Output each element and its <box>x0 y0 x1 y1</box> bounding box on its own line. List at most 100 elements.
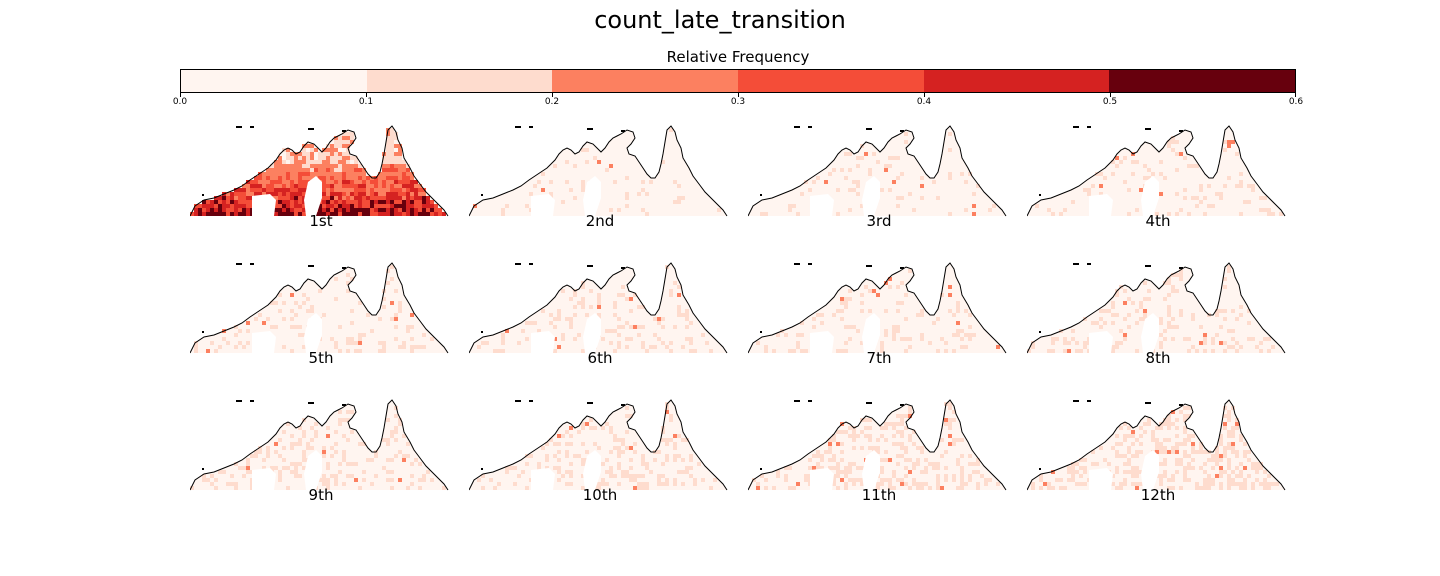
heatmap-cell <box>565 454 569 458</box>
heatmap-cell <box>430 337 434 341</box>
heatmap-cell <box>657 482 661 486</box>
heatmap-cell <box>282 345 286 349</box>
heatmap-cell <box>1051 470 1055 474</box>
heatmap-cell <box>342 188 346 192</box>
heatmap-cell <box>601 462 605 466</box>
heatmap-cell <box>1175 450 1179 454</box>
heatmap-cell <box>581 486 585 490</box>
heatmap-cell <box>334 204 338 208</box>
heatmap-cell <box>242 200 246 204</box>
heatmap-cell <box>1127 297 1131 301</box>
heatmap-cell <box>900 446 904 450</box>
heatmap-cell <box>1259 341 1263 345</box>
heatmap-cell <box>1211 454 1215 458</box>
heatmap-cell <box>1187 454 1191 458</box>
heatmap-cell <box>1259 196 1263 200</box>
heatmap-cell <box>828 172 832 176</box>
heatmap-cell <box>948 132 952 136</box>
heatmap-cell <box>1159 482 1163 486</box>
heatmap-cell <box>888 422 892 426</box>
heatmap-cell <box>597 446 601 450</box>
heatmap-cell <box>394 156 398 160</box>
heatmap-cell <box>1243 482 1247 486</box>
heatmap-cell <box>294 442 298 446</box>
heatmap-cell <box>581 184 585 188</box>
heatmap-cell <box>410 474 414 478</box>
heatmap-cell <box>278 293 282 297</box>
heatmap-cell <box>346 172 350 176</box>
heatmap-cell <box>581 474 585 478</box>
panel-label: 6th <box>587 349 613 367</box>
island <box>1087 263 1091 265</box>
heatmap-cell <box>394 317 398 321</box>
heatmap-cell <box>278 438 282 442</box>
heatmap-cell <box>1163 337 1167 341</box>
heatmap-cell <box>374 192 378 196</box>
heatmap-cell <box>398 152 402 156</box>
heatmap-cell <box>577 301 581 305</box>
heatmap-cell <box>250 192 254 196</box>
heatmap-cell <box>354 188 358 192</box>
heatmap-cell <box>438 208 442 212</box>
heatmap-cell <box>358 200 362 204</box>
heatmap-cell <box>613 180 617 184</box>
heatmap-cell <box>752 478 756 482</box>
heatmap-cell <box>836 212 840 216</box>
heatmap-cell <box>218 208 222 212</box>
heatmap-cell <box>242 204 246 208</box>
heatmap-cell <box>641 486 645 490</box>
heatmap-cell <box>920 450 924 454</box>
heatmap-cell <box>314 156 318 160</box>
heatmap-cell <box>1231 309 1235 313</box>
coastline <box>748 399 1007 491</box>
heatmap-cell <box>661 474 665 478</box>
heatmap-cell <box>238 329 242 333</box>
heatmap-cell <box>414 212 418 216</box>
heatmap-cell <box>792 349 796 353</box>
heatmap-cell <box>330 196 334 200</box>
heatmap-cell <box>1235 426 1239 430</box>
heatmap-cell <box>601 426 605 430</box>
heatmap-cell <box>278 160 282 164</box>
heatmap-cell <box>366 458 370 462</box>
heatmap-cell <box>386 132 390 136</box>
heatmap-cell <box>824 450 828 454</box>
heatmap-cell <box>342 180 346 184</box>
heatmap-cell <box>1199 341 1203 345</box>
heatmap-cell <box>557 317 561 321</box>
heatmap-cell <box>334 148 338 152</box>
heatmap-cell <box>1119 486 1123 490</box>
heatmap-cell <box>848 325 852 329</box>
heatmap-cell <box>864 152 868 156</box>
heatmap-cell <box>1247 458 1251 462</box>
heatmap-cell <box>996 482 1000 486</box>
heatmap-cell <box>952 418 956 422</box>
heatmap-cell <box>282 196 286 200</box>
heatmap-cell <box>258 184 262 188</box>
heatmap-cell <box>1063 208 1067 212</box>
no-data-region <box>583 313 601 353</box>
heatmap-cell <box>354 160 358 164</box>
heatmap-cell <box>410 313 414 317</box>
heatmap-cell <box>270 172 274 176</box>
heatmap-cell <box>940 486 944 490</box>
heatmap-cell <box>322 176 326 180</box>
heatmap-cell <box>976 486 980 490</box>
heatmap-cell <box>788 466 792 470</box>
heatmap-cell <box>804 349 808 353</box>
heatmap-cell <box>1203 196 1207 200</box>
heatmap-cell <box>390 430 394 434</box>
heatmap-cell <box>274 200 278 204</box>
heatmap-cell <box>394 454 398 458</box>
heatmap-cell <box>1195 482 1199 486</box>
heatmap-cell <box>1131 430 1135 434</box>
heatmap-cell <box>386 478 390 482</box>
heatmap-cell <box>888 482 892 486</box>
island <box>1073 263 1079 265</box>
heatmap-cell <box>1239 434 1243 438</box>
heatmap-cell <box>214 486 218 490</box>
heatmap-cell <box>1083 458 1087 462</box>
heatmap-cell <box>202 478 206 482</box>
heatmap-cell <box>214 204 218 208</box>
heatmap-cell <box>366 200 370 204</box>
